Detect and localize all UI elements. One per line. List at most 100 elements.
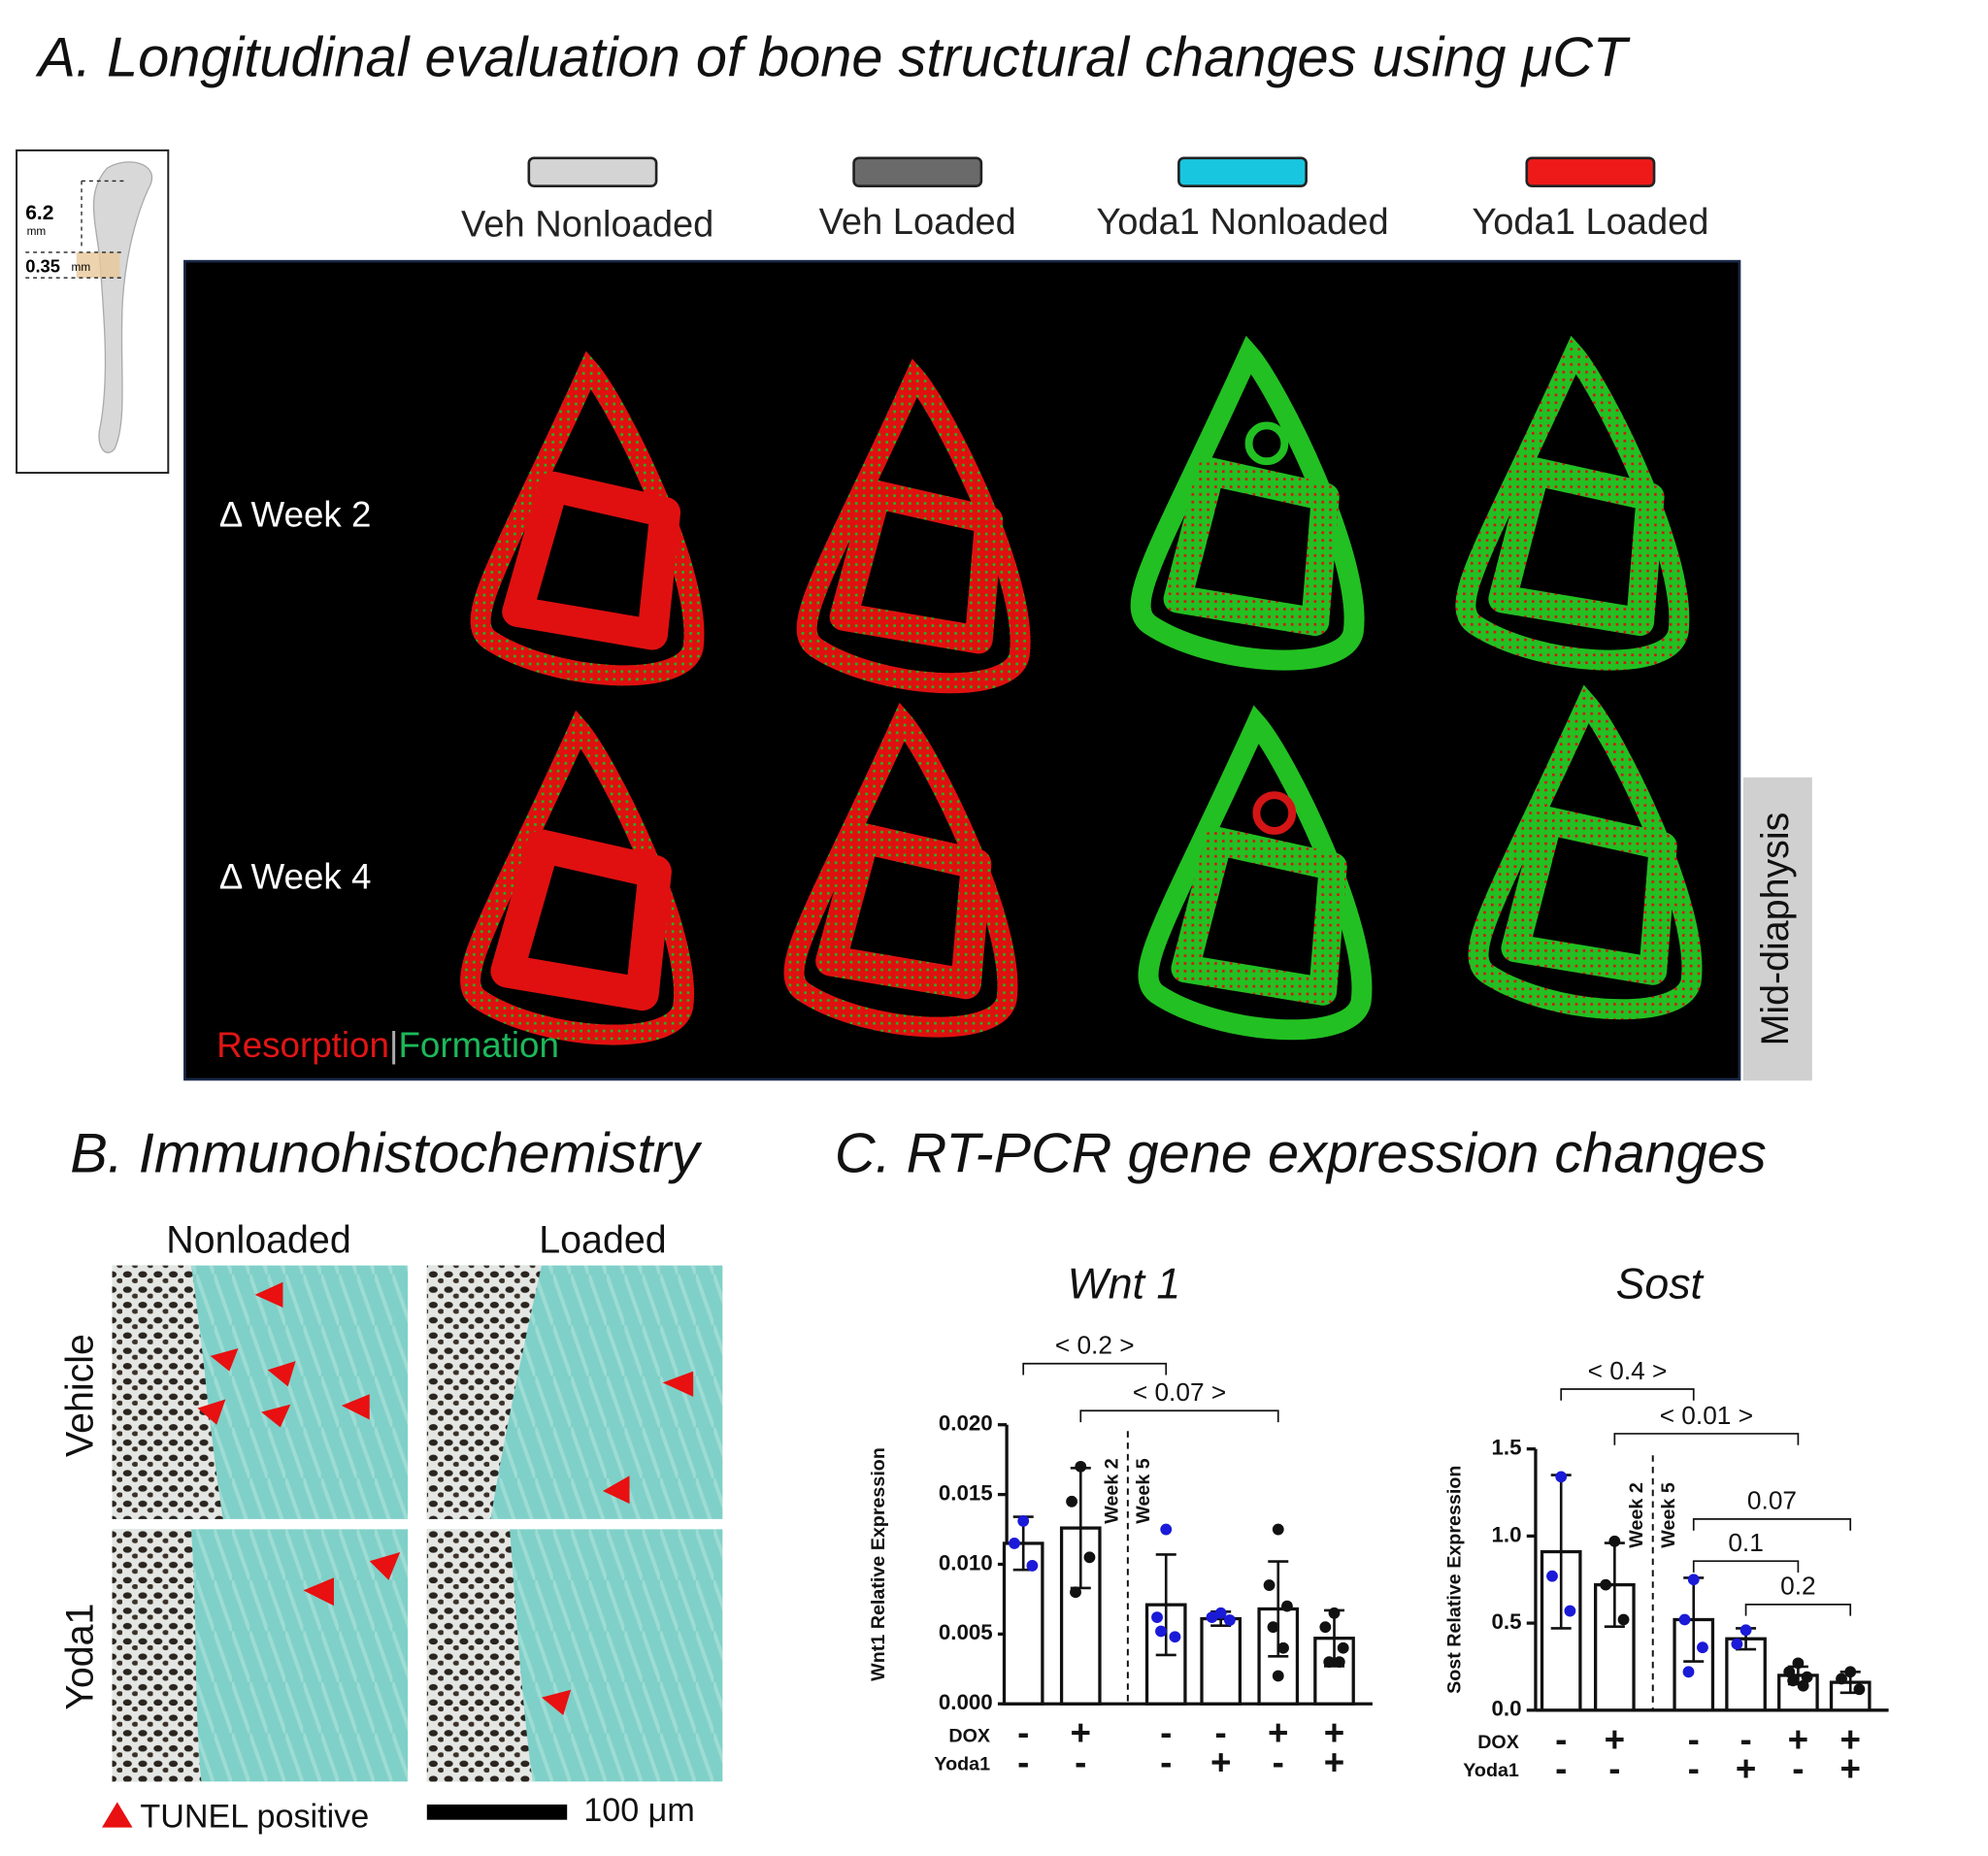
data-point xyxy=(1160,1523,1173,1536)
data-point xyxy=(1783,1666,1796,1678)
inset-unit: mm xyxy=(72,260,91,274)
data-point xyxy=(1546,1570,1558,1582)
legend: Veh Nonloaded Veh Loaded Yoda1 Nonloaded Yo… xyxy=(461,156,1708,246)
legend-swatch xyxy=(852,156,983,187)
data-point xyxy=(1801,1671,1813,1683)
yoda1-sign: - xyxy=(1075,1742,1086,1782)
legend-label: Veh Loaded xyxy=(819,202,1016,243)
data-point xyxy=(1066,1495,1077,1508)
bar xyxy=(1200,1616,1242,1706)
bar xyxy=(1725,1637,1767,1712)
data-point xyxy=(1836,1673,1847,1685)
comparison-label: 0.07 xyxy=(1747,1486,1797,1515)
key-separator: | xyxy=(389,1025,399,1065)
data-point xyxy=(1169,1631,1181,1643)
data-point xyxy=(1337,1641,1349,1654)
data-point xyxy=(1223,1614,1236,1626)
y-tick-label: 0.0 xyxy=(1492,1697,1522,1721)
data-point xyxy=(1151,1611,1163,1624)
data-point xyxy=(1853,1683,1866,1696)
y-tick-label: 1.5 xyxy=(1492,1436,1522,1460)
data-point xyxy=(1678,1613,1691,1626)
row-label: Vehicle xyxy=(59,1334,102,1457)
data-point xyxy=(1272,1523,1284,1536)
comparison-bracket xyxy=(1692,1560,1800,1574)
dox-sign: - xyxy=(1160,1713,1172,1753)
yoda1-sign: - xyxy=(1792,1749,1804,1789)
data-point xyxy=(1070,1586,1081,1599)
data-point xyxy=(1564,1605,1576,1617)
data-point xyxy=(1272,1670,1284,1682)
data-point xyxy=(1075,1460,1087,1473)
row-label: DOX xyxy=(948,1726,990,1747)
data-point xyxy=(1682,1666,1695,1678)
dox-sign: - xyxy=(1017,1713,1029,1753)
data-point xyxy=(1277,1641,1289,1654)
bone-renders xyxy=(471,354,1692,1035)
period-label: Week 2 xyxy=(1101,1458,1122,1524)
region-tab xyxy=(1742,777,1812,1081)
yoda1-sign: + xyxy=(1324,1742,1344,1782)
row-label: Δ Week 4 xyxy=(219,857,372,897)
y-tick-label: 0.000 xyxy=(939,1690,993,1714)
chart-title: Wnt 1 xyxy=(1068,1261,1181,1309)
panel-title: A. Longitudinal evaluation of bone struc… xyxy=(35,26,1631,88)
data-point xyxy=(1026,1560,1039,1572)
scale-bar xyxy=(426,1804,568,1820)
marrow xyxy=(426,1265,542,1519)
column-label: Nonloaded xyxy=(166,1218,350,1261)
data-point xyxy=(1797,1679,1809,1692)
key-formation: Formation xyxy=(398,1025,558,1065)
comparison-label: < 0.2 > xyxy=(1055,1331,1135,1360)
legend-label: Yoda1 Nonloaded xyxy=(1096,202,1388,243)
period-label: Week 5 xyxy=(1658,1482,1679,1548)
inset-frame xyxy=(16,149,170,475)
panel-title: B. Immunohistochemistry xyxy=(70,1122,702,1184)
data-point xyxy=(1787,1674,1800,1687)
data-point xyxy=(1155,1625,1167,1638)
data-point xyxy=(1323,1656,1336,1669)
dox-sign: - xyxy=(1688,1719,1700,1759)
bar xyxy=(1002,1541,1044,1706)
bone-render xyxy=(807,378,1020,683)
y-tick-label: 1.0 xyxy=(1492,1522,1522,1546)
data-point xyxy=(1555,1471,1568,1483)
chart-title: Sost xyxy=(1616,1261,1705,1309)
bone-render xyxy=(471,729,684,1035)
comparison-label: < 0.4 > xyxy=(1588,1356,1668,1385)
period-label: Week 5 xyxy=(1133,1458,1154,1524)
dox-sign: - xyxy=(1555,1719,1567,1759)
data-point xyxy=(1328,1607,1341,1619)
period-label: Week 2 xyxy=(1626,1482,1647,1548)
data-point xyxy=(1697,1641,1708,1654)
yoda1-sign: + xyxy=(1736,1749,1756,1789)
yoda1-sign: - xyxy=(1273,1742,1284,1782)
bone-render xyxy=(1466,354,1679,660)
yoda1-sign: - xyxy=(1688,1749,1700,1789)
comparison-bracket xyxy=(1560,1388,1695,1401)
legend-marker xyxy=(102,1802,133,1828)
data-point xyxy=(1017,1515,1030,1527)
charts: Wnt 1 Wnt1 Relative Expression 0.000 0.005 0… xyxy=(868,1261,1889,1789)
region-highlight xyxy=(76,251,120,279)
comparison-label: < 0.01 > xyxy=(1660,1401,1753,1430)
inset: 6.2 mm 0.35 mm xyxy=(16,149,170,475)
row-label: Yoda1 xyxy=(59,1604,102,1710)
row-label: Δ Week 2 xyxy=(219,495,372,535)
histology xyxy=(112,1265,723,1782)
data-point xyxy=(1687,1574,1700,1586)
key-line: Resorption|Formation xyxy=(216,1025,559,1065)
data-point xyxy=(1600,1578,1612,1591)
comparison-bracket xyxy=(1744,1603,1852,1616)
data-point xyxy=(1206,1611,1218,1624)
comparison-label: < 0.07 > xyxy=(1133,1377,1226,1407)
y-tick-label: 0.5 xyxy=(1492,1609,1522,1634)
data-point xyxy=(1333,1656,1345,1669)
data-point xyxy=(1319,1621,1332,1634)
tunel-markers xyxy=(197,1281,694,1716)
bone-render xyxy=(1148,724,1362,1030)
y-tick-label: 0.020 xyxy=(939,1411,993,1436)
yoda1-sign: + xyxy=(1210,1742,1231,1782)
